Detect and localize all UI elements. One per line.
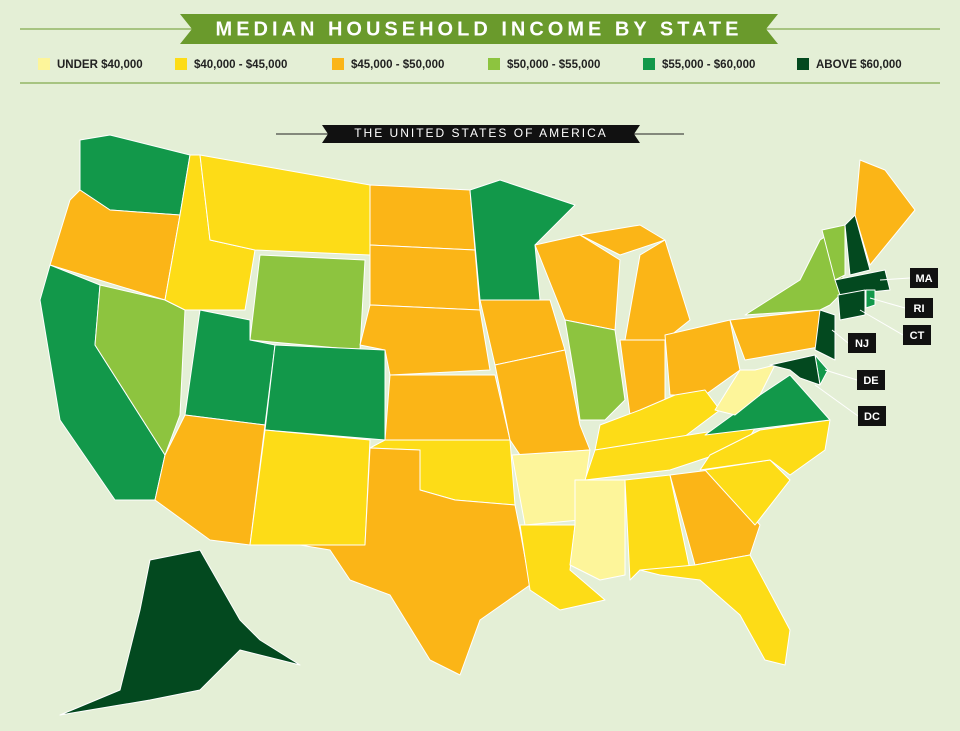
subtitle: THE UNITED STATES OF AMERICA — [354, 126, 608, 140]
states — [39, 134, 916, 716]
callouts: MA RI CT NJ DE DC — [814, 268, 938, 426]
state — [664, 319, 741, 396]
state — [699, 419, 831, 476]
legend-swatch — [643, 58, 655, 70]
legend: UNDER $40,000 $40,000 - $45,000 $45,000 - … — [38, 58, 902, 71]
subtitle-banner — [322, 125, 640, 143]
legend-label: $40,000 - $45,000 — [194, 59, 287, 71]
callout-box — [905, 298, 933, 318]
callout-label: CT — [910, 330, 925, 342]
state — [569, 479, 626, 581]
callout-box — [857, 370, 885, 390]
callout-label: RI — [914, 303, 925, 315]
state — [199, 154, 371, 256]
state — [59, 549, 301, 716]
leader-line — [869, 297, 906, 309]
legend-label: ABOVE $60,000 — [816, 59, 902, 71]
legend-label: $55,000 - $60,000 — [662, 59, 755, 71]
leader-line — [879, 277, 911, 281]
state — [369, 244, 481, 311]
state — [865, 289, 876, 309]
state — [769, 354, 821, 386]
legend-swatch — [488, 58, 500, 70]
legend-swatch — [797, 58, 809, 70]
legend-label: $45,000 - $50,000 — [351, 59, 444, 71]
callout-box — [858, 406, 886, 426]
state — [154, 414, 266, 546]
leader-line — [814, 384, 859, 417]
callout-label: DC — [864, 411, 880, 423]
state — [669, 469, 761, 566]
state — [834, 269, 891, 296]
state — [534, 234, 621, 331]
legend-swatch — [38, 58, 50, 70]
state — [369, 184, 476, 251]
title-banner — [180, 14, 778, 44]
state — [814, 309, 836, 361]
callout-box — [848, 333, 876, 353]
state — [564, 319, 626, 421]
callout-box — [903, 325, 931, 345]
state — [844, 214, 871, 276]
callout-label: DE — [863, 375, 878, 387]
legend-swatch — [332, 58, 344, 70]
state — [639, 554, 791, 666]
leader-line — [859, 309, 904, 336]
state — [837, 289, 866, 321]
leader-line — [831, 329, 849, 344]
state — [299, 447, 531, 676]
legend-label: UNDER $40,000 — [57, 59, 143, 71]
state — [384, 374, 511, 441]
leader-line — [824, 369, 858, 381]
state — [264, 344, 386, 441]
title: MEDIAN HOUSEHOLD INCOME BY STATE — [216, 18, 743, 40]
callout-label: NJ — [855, 338, 869, 350]
state — [854, 159, 916, 266]
state — [579, 224, 666, 256]
legend-swatch — [175, 58, 187, 70]
state — [249, 429, 371, 546]
legend-label: $50,000 - $55,000 — [507, 59, 600, 71]
state — [249, 254, 366, 351]
callout-label: MA — [915, 273, 932, 285]
callout-box — [910, 268, 938, 288]
state — [821, 224, 846, 281]
